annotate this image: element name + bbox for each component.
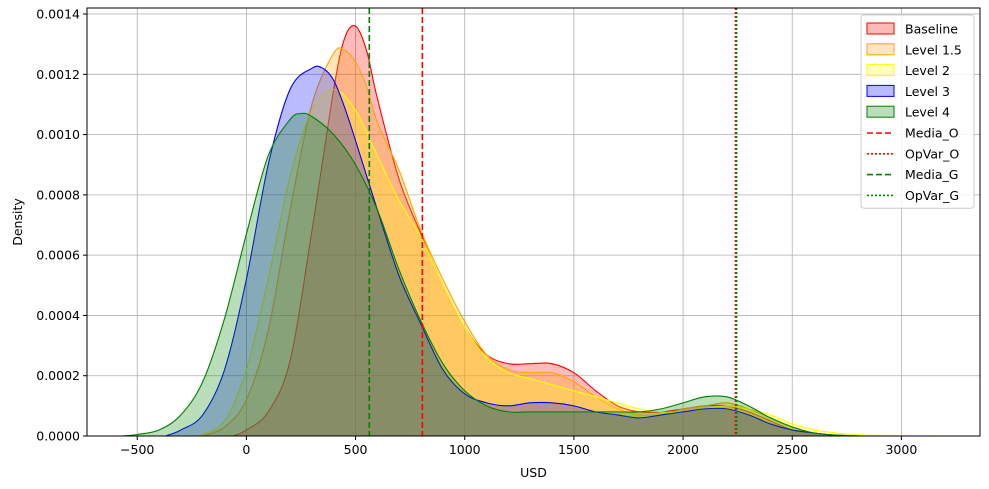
plot-frame bbox=[86, 7, 981, 437]
legend-item: Media_G bbox=[867, 167, 958, 182]
x-tick-label: 1500 bbox=[558, 442, 590, 457]
reference-lines bbox=[368, 8, 738, 436]
y-tick-label: 0.0006 bbox=[36, 248, 80, 263]
legend-swatch bbox=[866, 22, 895, 35]
y-tick-label: 0.0004 bbox=[36, 308, 80, 323]
legend-swatch bbox=[866, 105, 895, 118]
density-fill-level-1-5 bbox=[202, 47, 863, 436]
y-tick-label: 0.0000 bbox=[36, 429, 80, 444]
y-tick-label: 0.0014 bbox=[36, 7, 80, 22]
legend-label: Level 3 bbox=[905, 84, 950, 99]
density-fill-level-4 bbox=[121, 113, 860, 436]
density-line-level-2 bbox=[198, 88, 943, 437]
y-tick-label: 0.0008 bbox=[36, 187, 80, 202]
x-axis-ticks: −500 0 500 1000 1500 2000 2500 3000 bbox=[120, 436, 917, 457]
x-tick-label: 500 bbox=[344, 442, 368, 457]
legend-item: Level 3 bbox=[866, 84, 950, 99]
legend-swatch bbox=[866, 64, 895, 77]
legend-item: Level 4 bbox=[866, 105, 950, 120]
x-axis-label: USD bbox=[520, 465, 547, 480]
legend-item: OpVar_O bbox=[867, 146, 959, 161]
y-tick-label: 0.0010 bbox=[36, 127, 80, 142]
legend: Baseline Level 1.5 Level 2 Level 3 Level 4 Me… bbox=[860, 14, 975, 209]
x-tick-label: 1000 bbox=[449, 442, 481, 457]
x-tick-label: 2000 bbox=[667, 442, 699, 457]
legend-label: Media_O bbox=[905, 126, 959, 141]
legend-box bbox=[860, 14, 975, 209]
legend-item: Media_O bbox=[867, 126, 959, 141]
y-tick-label: 0.0002 bbox=[36, 368, 80, 383]
density-line-baseline bbox=[233, 25, 863, 437]
density-fill-level-3 bbox=[165, 66, 847, 436]
x-tick-label: 3000 bbox=[885, 442, 917, 457]
density-fill-baseline bbox=[233, 25, 863, 437]
legend-label: Level 2 bbox=[905, 63, 950, 78]
x-tick-label: −500 bbox=[120, 442, 154, 457]
legend-label: Level 4 bbox=[905, 105, 950, 120]
y-tick-label: 0.0012 bbox=[36, 67, 80, 82]
legend-label: OpVar_O bbox=[905, 146, 959, 161]
legend-item: Baseline bbox=[866, 22, 958, 37]
y-axis-label: Density bbox=[10, 198, 25, 246]
x-tick-label: 0 bbox=[242, 442, 250, 457]
legend-swatch bbox=[866, 43, 895, 56]
legend-label: Baseline bbox=[905, 22, 958, 37]
y-axis-ticks: 0.0000 0.0002 0.0004 0.0006 0.0008 0.0010 0.00… bbox=[36, 7, 87, 444]
legend-label: Media_G bbox=[905, 167, 958, 182]
legend-item: Level 1.5 bbox=[866, 42, 962, 57]
x-tick-label: 2500 bbox=[776, 442, 808, 457]
density-fill-level-2 bbox=[198, 89, 943, 436]
legend-label: OpVar_G bbox=[905, 188, 959, 203]
density-areas bbox=[121, 25, 943, 437]
legend-label: Level 1.5 bbox=[905, 42, 962, 57]
density-line-level-4 bbox=[121, 112, 860, 437]
legend-swatch bbox=[866, 84, 895, 97]
grid-lines bbox=[87, 8, 980, 437]
legend-item: OpVar_G bbox=[867, 188, 959, 203]
legend-item: Level 2 bbox=[866, 63, 950, 78]
